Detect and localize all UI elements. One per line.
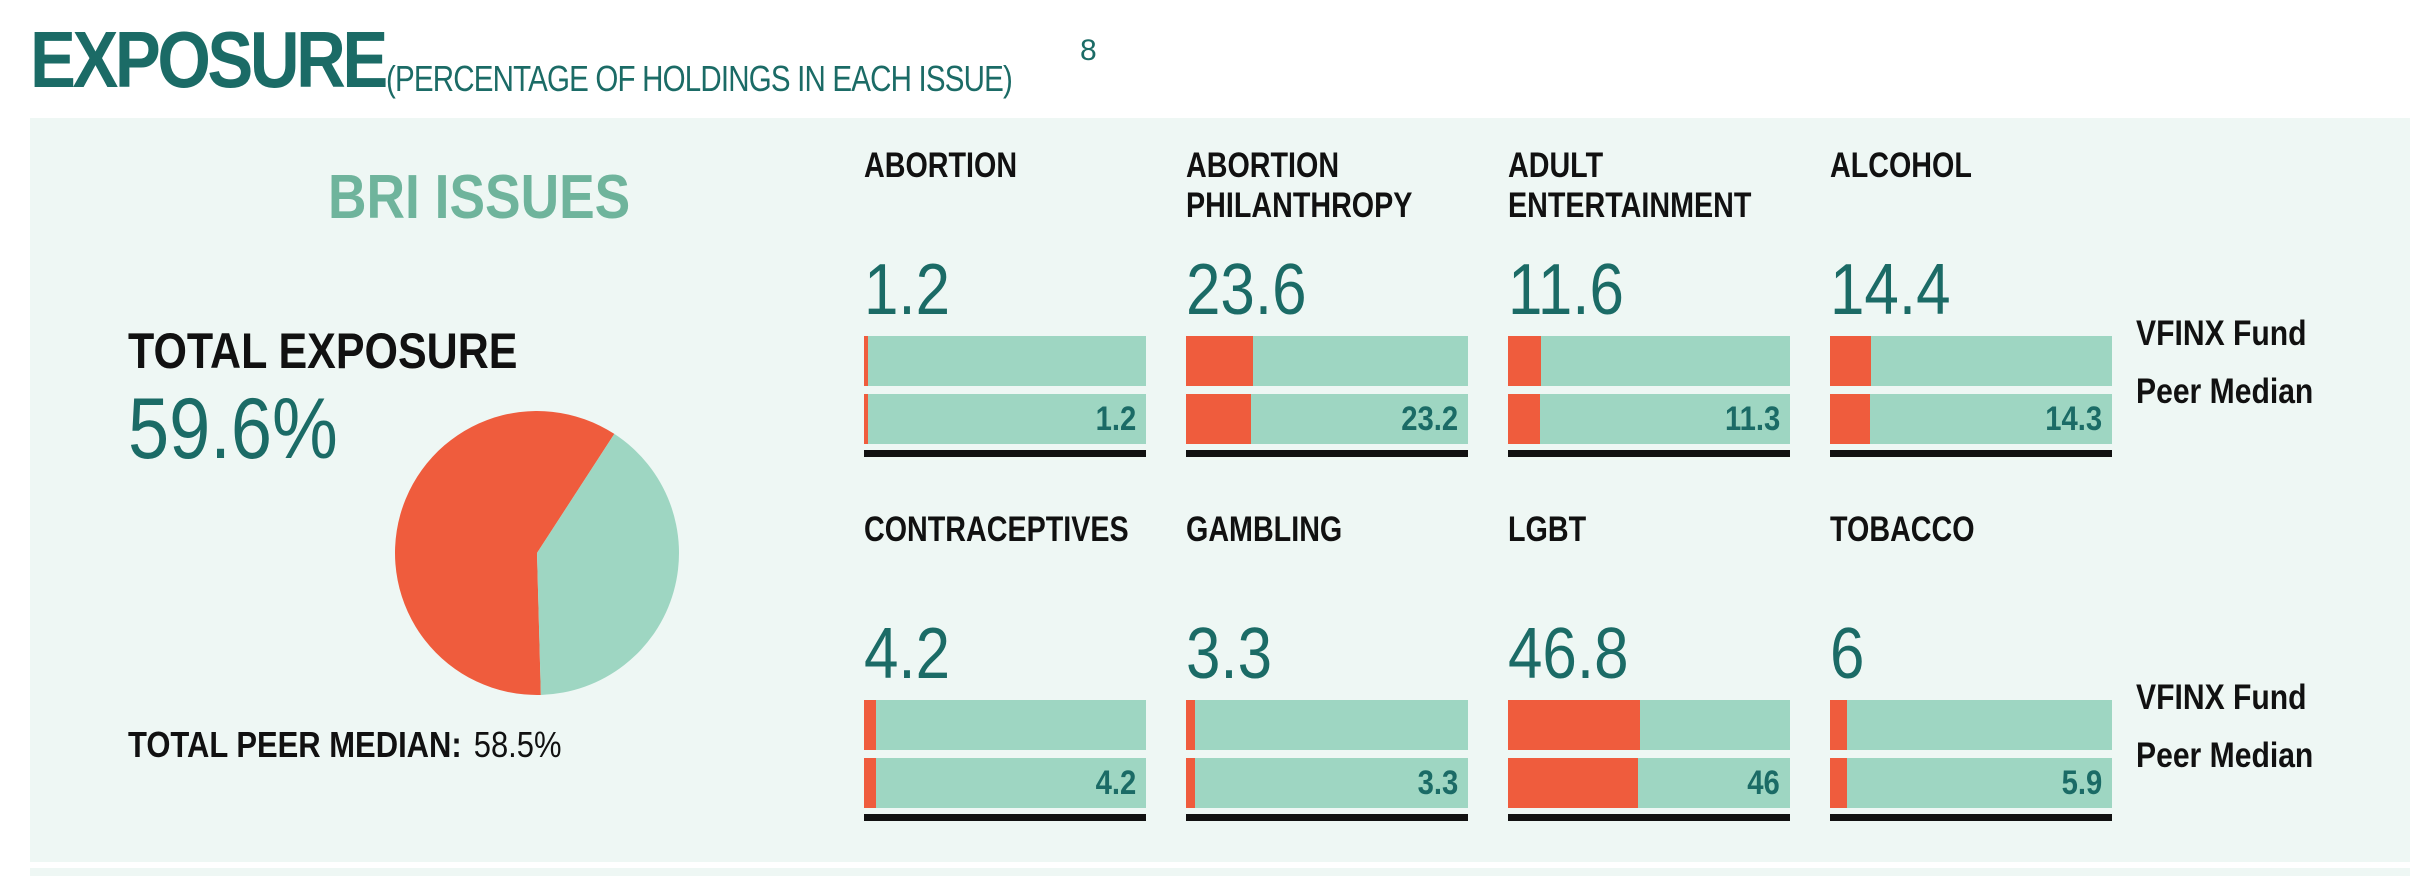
issue-label: GAMBLING	[1186, 510, 1343, 549]
peer-median-value: 3.3	[1417, 764, 1458, 802]
pie-slice-exposed	[395, 411, 615, 695]
peer-median-value: 23.2	[1401, 400, 1458, 438]
page-title: EXPOSURE	[30, 15, 388, 104]
bar-baseline	[1186, 450, 1468, 457]
peer-median-bar: 23.2	[1186, 394, 1468, 444]
fund-exposure-fill	[1830, 336, 1871, 386]
section-title: BRI ISSUES	[328, 163, 631, 232]
peer-median-fill	[864, 394, 868, 444]
peer-median-value: 4.2	[1095, 764, 1136, 802]
issue-label: LGBT	[1508, 510, 1587, 549]
peer-median-fill	[1508, 394, 1540, 444]
total-exposure-label: TOTAL EXPOSURE	[128, 323, 518, 379]
legend-fund-row1: VFINX Fund	[2136, 314, 2307, 353]
total-peer-median: TOTAL PEER MEDIAN: 58.5%	[128, 724, 562, 766]
fund-exposure-bar	[1186, 700, 1468, 750]
peer-median-value: 46	[1747, 764, 1780, 802]
issue-label: ADULT ENTERTAINMENT	[1508, 146, 1752, 225]
issue-label: ABORTION	[864, 146, 1018, 185]
fund-exposure-bar	[864, 336, 1146, 386]
peer-median-bar: 5.9	[1830, 758, 2112, 808]
total-exposure-pie-chart	[395, 411, 679, 695]
fund-exposure-bar	[1186, 336, 1468, 386]
total-exposure-value: 59.6%	[128, 381, 338, 477]
bar-baseline	[1508, 814, 1790, 821]
legend-peer-row2: Peer Median	[2136, 736, 2314, 775]
fund-exposure-fill	[864, 700, 876, 750]
page-subtitle: (PERCENTAGE OF HOLDINGS IN EACH ISSUE)	[386, 58, 1013, 99]
issue-label: CONTRACEPTIVES	[864, 510, 1129, 549]
fund-exposure-bar	[1508, 336, 1790, 386]
peer-median-bar: 46	[1508, 758, 1790, 808]
fund-exposure-fill	[1508, 336, 1541, 386]
peer-median-value: 11.3	[1724, 400, 1780, 438]
peer-median-bar: 3.3	[1186, 758, 1468, 808]
fund-exposure-bar	[864, 700, 1146, 750]
issue-label: ALCOHOL	[1830, 146, 1972, 185]
issue-fund-value: 14.4	[1830, 250, 1951, 330]
fund-exposure-bar	[1830, 336, 2112, 386]
peer-median-bar: 14.3	[1830, 394, 2112, 444]
peer-median-fill	[1508, 758, 1638, 808]
exposure-panel: BRI ISSUES TOTAL EXPOSURE 59.6% TOTAL PE…	[30, 118, 2410, 862]
bar-baseline	[1508, 450, 1790, 457]
fund-exposure-fill	[1830, 700, 1847, 750]
total-peer-median-value: 58.5%	[473, 724, 562, 765]
issue-fund-value: 4.2	[864, 614, 951, 694]
peer-median-fill	[1830, 394, 1871, 444]
peer-median-bar: 1.2	[864, 394, 1146, 444]
total-peer-median-label: TOTAL PEER MEDIAN:	[128, 724, 462, 765]
peer-median-fill	[1186, 394, 1252, 444]
peer-median-value: 1.2	[1095, 400, 1136, 438]
pie-slice-not-exposed	[537, 433, 679, 695]
fund-exposure-fill	[1508, 700, 1640, 750]
peer-median-fill	[1830, 758, 1847, 808]
issue-fund-value: 23.6	[1186, 250, 1307, 330]
issue-label: TOBACCO	[1830, 510, 1975, 549]
peer-median-fill	[1186, 758, 1196, 808]
issue-fund-value: 6	[1830, 614, 1865, 694]
fund-exposure-bar	[1508, 700, 1790, 750]
issue-label: ABORTION PHILANTHROPY	[1186, 146, 1413, 225]
fund-exposure-fill	[1186, 336, 1253, 386]
legend-peer-row1: Peer Median	[2136, 372, 2314, 411]
fund-exposure-bar	[1830, 700, 2112, 750]
bar-baseline	[1830, 814, 2112, 821]
issue-fund-value: 1.2	[864, 250, 951, 330]
page-header: EXPOSURE (PERCENTAGE OF HOLDINGS IN EACH…	[30, 14, 1097, 106]
bar-baseline	[1830, 450, 2112, 457]
issue-fund-value: 3.3	[1186, 614, 1273, 694]
bar-baseline	[864, 814, 1146, 821]
panel-bottom-strip	[30, 868, 2410, 876]
footnote-marker: 8	[1080, 34, 1097, 67]
bar-baseline	[1186, 814, 1468, 821]
peer-median-fill	[864, 758, 876, 808]
fund-exposure-fill	[1186, 700, 1196, 750]
peer-median-bar: 4.2	[864, 758, 1146, 808]
peer-median-bar: 11.3	[1508, 394, 1790, 444]
peer-median-value: 14.3	[2045, 400, 2102, 438]
issue-fund-value: 11.6	[1508, 250, 1624, 330]
fund-exposure-fill	[864, 336, 868, 386]
issue-fund-value: 46.8	[1508, 614, 1629, 694]
peer-median-value: 5.9	[2061, 764, 2102, 802]
legend-fund-row2: VFINX Fund	[2136, 678, 2307, 717]
bar-baseline	[864, 450, 1146, 457]
